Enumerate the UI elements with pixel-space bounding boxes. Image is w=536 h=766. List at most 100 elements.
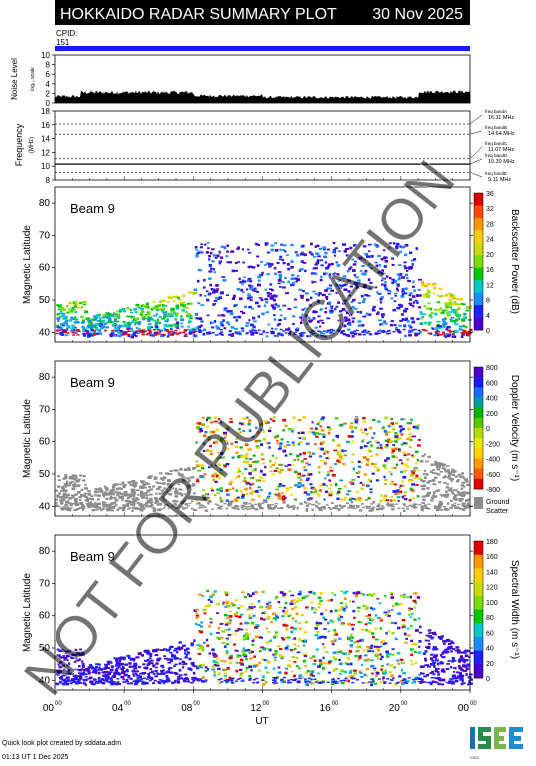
colorbar-tick-label: 8 bbox=[486, 298, 490, 305]
lat-tick-label: 70 bbox=[39, 578, 51, 589]
colorbar-tick-label: 16 bbox=[486, 267, 494, 274]
colorbar-tick-label: -600 bbox=[486, 472, 500, 479]
lat-tick-label: 70 bbox=[39, 404, 51, 415]
noise-tick-label: 2 bbox=[46, 89, 51, 98]
freq-band-name: freq bandC bbox=[485, 141, 508, 146]
freq-band-value: 16.11 MHz bbox=[488, 115, 514, 121]
time-tick-minute: 00 bbox=[263, 701, 270, 707]
panel-ylabel: Magnetic Latitude bbox=[22, 573, 33, 652]
time-tick-minute: 00 bbox=[193, 701, 200, 707]
beam-label: Beam 9 bbox=[70, 201, 115, 216]
colorbar-tick-label: 24 bbox=[486, 237, 494, 244]
colorbar-tick-label: 80 bbox=[486, 615, 494, 622]
freq-band-name: freq bandE bbox=[485, 171, 507, 176]
logo-text: ISEE bbox=[470, 755, 479, 760]
ground-label: Ground bbox=[486, 499, 509, 506]
lat-tick-label: 80 bbox=[39, 546, 51, 557]
colorbar-tick-label: 140 bbox=[486, 569, 498, 576]
time-tick-hour: 16 bbox=[320, 703, 332, 714]
freq-band-value: 9.11 MHz bbox=[488, 177, 511, 183]
lat-tick-label: 80 bbox=[39, 198, 51, 209]
colorbar-tick-label: 100 bbox=[486, 600, 498, 607]
time-tick-hour: 00 bbox=[43, 703, 55, 714]
colorbar-tick-label: 40 bbox=[486, 646, 494, 653]
lat-tick-label: 70 bbox=[39, 230, 51, 241]
noise-tick-label: 6 bbox=[46, 70, 51, 79]
freq-tick-label: 12 bbox=[41, 148, 50, 157]
colorbar-label: Doppler Velocity (m s⁻¹) bbox=[509, 375, 520, 481]
colorbar-label: Backscatter Power (dB) bbox=[509, 209, 520, 314]
beam-label: Beam 9 bbox=[70, 375, 115, 390]
freq-band-name: freq bandD bbox=[485, 153, 508, 158]
freq-band-value: 14.64 MHz bbox=[488, 131, 515, 137]
colorbar-tick-label: -400 bbox=[486, 457, 500, 464]
page-title: HOKKAIDO RADAR SUMMARY PLOT bbox=[60, 6, 337, 23]
time-tick-hour: 20 bbox=[389, 703, 401, 714]
time-tick-minute: 00 bbox=[332, 701, 339, 707]
colorbar-tick-label: 160 bbox=[486, 554, 498, 561]
freq-tick-label: 18 bbox=[41, 107, 50, 116]
freq-band-value: 10.30 MHz bbox=[488, 159, 515, 165]
cpid-label: CPID: bbox=[56, 29, 77, 38]
lat-tick-label: 60 bbox=[39, 263, 51, 274]
colorbar-tick-label: 120 bbox=[486, 585, 498, 592]
noise-ylabel-sub: log₁₀ scale bbox=[30, 67, 36, 91]
freq-tick-label: 16 bbox=[41, 121, 50, 130]
time-tick-minute: 00 bbox=[470, 701, 477, 707]
ground-scatter-swatch bbox=[474, 497, 483, 509]
x-axis-label: UT bbox=[255, 716, 268, 727]
colorbar-tick-label: 28 bbox=[486, 221, 494, 228]
lat-tick-label: 60 bbox=[39, 437, 51, 448]
colorbar-tick-label: 0 bbox=[486, 426, 490, 433]
colorbar-tick-label: 36 bbox=[486, 191, 494, 198]
colorbar-tick-label: 32 bbox=[486, 206, 494, 213]
colorbar-tick-label: 20 bbox=[486, 252, 494, 259]
time-tick-hour: 00 bbox=[458, 703, 470, 714]
plot-date: 30 Nov 2025 bbox=[372, 6, 463, 23]
scatter-label: Scatter bbox=[486, 508, 509, 515]
freq-tick-label: 10 bbox=[41, 162, 50, 171]
freq-band-name: freq bandB bbox=[485, 125, 507, 130]
colorbar-tick-label: -200 bbox=[486, 441, 500, 448]
colorbar-tick-label: 200 bbox=[486, 411, 498, 418]
noise-tick-label: 8 bbox=[46, 61, 51, 70]
panel-ylabel: Magnetic Latitude bbox=[22, 225, 33, 304]
colorbar-tick-label: 0 bbox=[486, 676, 490, 683]
lat-tick-label: 50 bbox=[39, 295, 51, 306]
lat-tick-label: 40 bbox=[39, 501, 51, 512]
time-tick-hour: 04 bbox=[112, 703, 124, 714]
cpid-bar bbox=[55, 46, 470, 51]
frequency-ylabel-sub: (MHz) bbox=[29, 137, 35, 153]
time-tick-hour: 08 bbox=[181, 703, 193, 714]
colorbar-tick-label: 12 bbox=[486, 282, 494, 289]
colorbar-tick-label: 180 bbox=[486, 539, 498, 546]
time-tick-minute: 00 bbox=[124, 701, 131, 707]
frequency-ylabel: Frequency bbox=[14, 123, 24, 166]
lat-tick-label: 40 bbox=[39, 327, 51, 338]
colorbar-tick-label: 60 bbox=[486, 630, 494, 637]
colorbar-tick-label: 4 bbox=[486, 313, 490, 320]
colorbar-tick-label: 0 bbox=[486, 328, 490, 335]
time-tick-hour: 12 bbox=[250, 703, 262, 714]
colorbar-tick-label: -800 bbox=[486, 487, 500, 494]
lat-tick-label: 50 bbox=[39, 469, 51, 480]
noise-ylabel: Noise Level bbox=[10, 58, 19, 100]
colorbar-label: Spectral Width (m s⁻¹) bbox=[509, 560, 520, 659]
noise-tick-label: 10 bbox=[41, 51, 50, 60]
cpid-value: 151 bbox=[56, 38, 70, 47]
footer-credit: Quick look plot created by sddata.adm bbox=[2, 740, 121, 747]
colorbar-tick-label: 400 bbox=[486, 396, 498, 403]
freq-tick-label: 14 bbox=[41, 135, 50, 144]
panel-ylabel: Magnetic Latitude bbox=[22, 399, 33, 478]
lat-tick-label: 80 bbox=[39, 372, 51, 383]
freq-band-name: freq bandA bbox=[485, 109, 507, 114]
footer-timestamp: 01:13 UT 1 Dec 2025 bbox=[2, 754, 69, 761]
colorbar: 36 32 28 24 20 16 12 8 4 0 Backscatter Power (dB) bbox=[474, 191, 520, 335]
time-tick-minute: 00 bbox=[401, 701, 408, 707]
noise-tick-label: 4 bbox=[46, 80, 51, 89]
colorbar-tick-label: 800 bbox=[486, 365, 498, 372]
